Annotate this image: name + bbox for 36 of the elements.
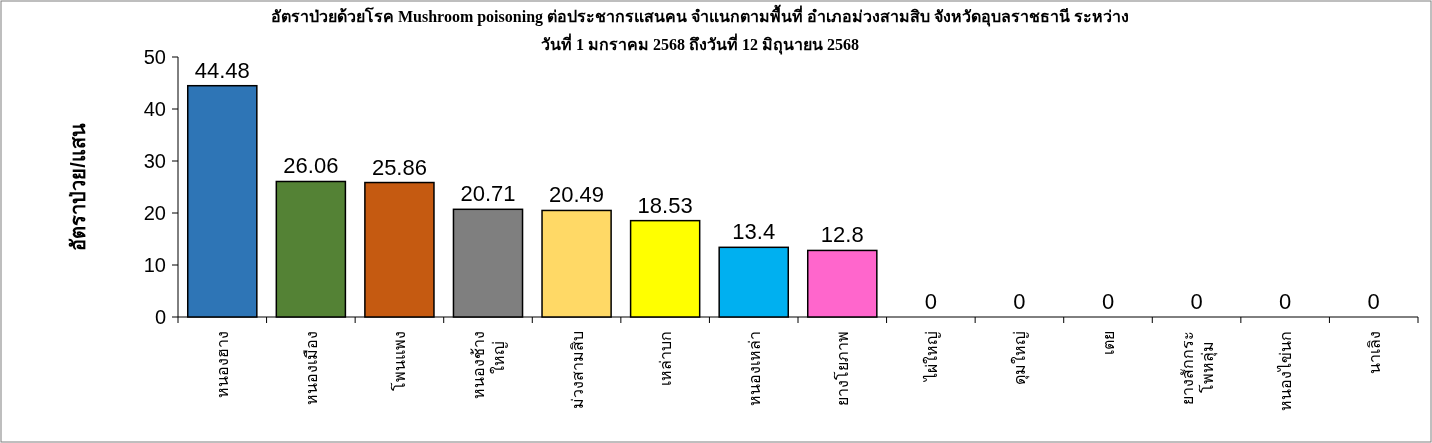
data-label: 44.48 bbox=[194, 57, 250, 83]
x-tick-label: หนองช้าง ใหญ่ bbox=[469, 331, 508, 399]
x-tick-label: โพนแพง bbox=[389, 331, 408, 391]
y-tick-label: 20 bbox=[143, 202, 166, 224]
data-label: 0 bbox=[924, 289, 937, 314]
data-label: 20.71 bbox=[460, 181, 516, 207]
x-tick-label: เหล่าบก bbox=[656, 331, 674, 386]
x-tick-label: หนองฮาง bbox=[213, 331, 231, 398]
x-tick-label: เตย bbox=[1099, 331, 1117, 355]
y-tick-label: 40 bbox=[143, 98, 166, 120]
x-tick-label: หนองไข่นก bbox=[1275, 331, 1294, 411]
y-tick-label: 30 bbox=[143, 150, 166, 172]
data-label: 0 bbox=[1367, 289, 1380, 314]
y-tick-label: 10 bbox=[143, 254, 166, 276]
data-label: 12.8 bbox=[820, 222, 864, 248]
x-tick-label: ดุมใหญ่ bbox=[1009, 331, 1030, 385]
y-tick-label: 50 bbox=[143, 46, 166, 68]
x-tick-label: ยางสักกระ โพหลุ่ม bbox=[1178, 331, 1218, 405]
x-tick-label: หนองเหล่า bbox=[745, 331, 763, 406]
data-label: 0 bbox=[1013, 289, 1026, 314]
x-tick-label: นาเลิง bbox=[1365, 331, 1383, 374]
data-label: 26.06 bbox=[283, 153, 339, 179]
data-label: 20.49 bbox=[549, 182, 605, 208]
x-tick-label: ไผ่ใหญ่ bbox=[921, 331, 941, 383]
data-label: 0 bbox=[1279, 289, 1292, 314]
chart-title: อัตราป่วยด้วยโรค Mushroom poisoning ต่อประชากรแสนคน จำแนกตามพื้นที่ อำเภอม่วงสามสิบ จังหวัดอุบลราชธานี ระหว่าง วันที่ 1 มกราคม 2568 ถึงวันที่ 12 มิถุนายน 2568 bbox=[270, 4, 1130, 55]
data-label: 18.53 bbox=[637, 192, 693, 218]
data-label: 13.4 bbox=[732, 219, 776, 245]
x-tick-label: ยางโยภาพ bbox=[832, 331, 851, 406]
x-tick-label: ม่วงสามสิบ bbox=[568, 331, 586, 409]
x-tick-label: หนองเมือง bbox=[302, 331, 320, 405]
data-label: 25.86 bbox=[371, 154, 427, 180]
y-axis-title: อัตราป่วย/แสน bbox=[67, 123, 89, 251]
data-label: 0 bbox=[1190, 289, 1203, 314]
data-label: 0 bbox=[1101, 289, 1115, 314]
y-tick-label: 0 bbox=[154, 306, 166, 328]
